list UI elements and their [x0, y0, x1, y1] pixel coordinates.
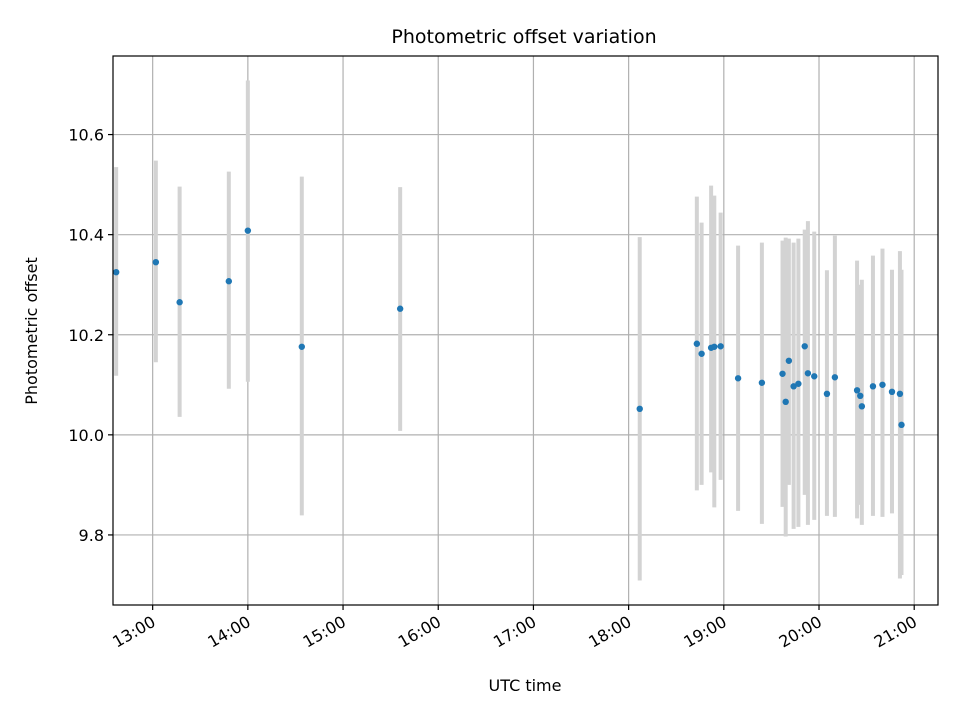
y-tick-label: 9.8: [79, 526, 104, 545]
data-point: [898, 421, 905, 429]
data-point: [734, 375, 742, 382]
data-point: [858, 403, 866, 410]
data-point: [869, 383, 877, 390]
y-axis-label: Photometric offset: [22, 257, 41, 405]
data-point: [298, 343, 305, 350]
data-point: [176, 299, 183, 306]
data-point: [831, 374, 839, 381]
data-point: [785, 357, 793, 364]
data-point: [879, 381, 886, 388]
data-point: [804, 370, 812, 377]
data-point: [801, 343, 808, 350]
data-point: [396, 305, 404, 312]
data-points: [112, 227, 905, 429]
data-point: [857, 392, 864, 400]
data-point: [112, 268, 120, 276]
data-point: [717, 343, 724, 350]
data-point: [225, 278, 233, 285]
data-point: [853, 387, 861, 394]
data-point: [888, 388, 896, 396]
data-point: [779, 370, 786, 377]
data-point: [152, 258, 160, 266]
data-point: [782, 398, 789, 406]
data-point: [790, 383, 797, 390]
data-point: [896, 390, 904, 398]
data-point: [698, 350, 705, 357]
data-point: [795, 380, 802, 387]
data-point: [693, 340, 701, 347]
y-tick-label: 10.0: [68, 426, 104, 445]
plot-frame: [112, 55, 939, 606]
x-axis-label: UTC time: [489, 676, 562, 695]
y-tick-label: 10.6: [68, 126, 104, 145]
data-point: [811, 373, 818, 380]
y-tick-label: 10.4: [68, 226, 104, 245]
data-point: [758, 379, 766, 386]
data-point: [711, 343, 718, 350]
chart-title: Photometric offset variation: [391, 26, 656, 48]
data-point: [823, 390, 831, 398]
data-point: [244, 227, 252, 234]
grid: [113, 56, 938, 605]
data-point: [636, 405, 643, 413]
y-axis: 9.8 10.0 10.2 10.4 10.6: [68, 126, 113, 545]
y-tick-label: 10.2: [68, 326, 104, 345]
